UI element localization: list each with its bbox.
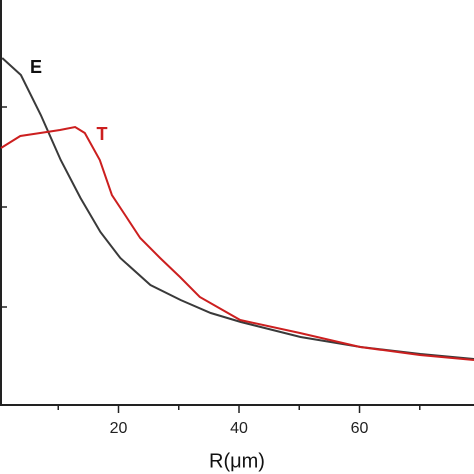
series-label: T [97,124,108,144]
series-label: E [30,57,42,77]
x-tick-label: 60 [351,420,369,437]
line-series [0,125,474,361]
x-tick-label: 40 [230,420,248,437]
x-tick-label: 20 [110,420,128,437]
x-axis-label: R(μm) [209,450,265,472]
line-series [1,57,474,360]
